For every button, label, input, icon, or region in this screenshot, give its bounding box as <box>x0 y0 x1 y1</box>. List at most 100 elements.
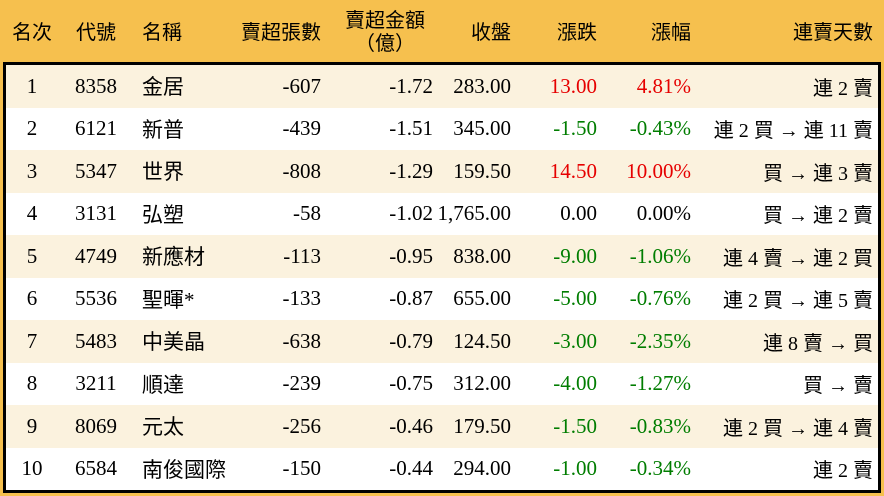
cell-close: 345.00 <box>453 116 511 141</box>
cell-close: 159.50 <box>453 158 511 183</box>
cell-days: 連 2 賣 <box>813 77 873 100</box>
cell-days: 買 → 連 2 賣 <box>763 205 873 228</box>
cell-pct: -1.27% <box>629 371 691 396</box>
cell-rank: 10 <box>21 456 43 481</box>
cell-name: 南俊國際 <box>142 457 226 482</box>
table-row: 2 6121 新普 -439 -1.51 345.00 -1.50 -0.43% 連 2 買 →… <box>6 108 878 151</box>
cell-code: 8069 <box>75 413 117 438</box>
cell-code: 6584 <box>75 456 117 481</box>
column-header-code: 代號 <box>76 21 116 44</box>
column-header-rank: 名次 <box>12 21 52 44</box>
cell-pct: -2.35% <box>629 328 691 353</box>
cell-amount: -1.72 <box>389 73 433 98</box>
cell-pct: -0.34% <box>629 456 691 481</box>
cell-rank: 9 <box>26 413 38 438</box>
cell-pct: 0.00% <box>636 201 691 226</box>
cell-change: -3.00 <box>553 328 597 353</box>
cell-amount: -1.29 <box>389 158 433 183</box>
cell-days: 連 2 買 → 連 5 賣 <box>723 290 873 313</box>
cell-amount: -1.02 <box>389 201 433 226</box>
cell-pct: 10.00% <box>626 158 691 183</box>
cell-pct: -0.76% <box>629 286 691 311</box>
cell-code: 6121 <box>75 116 117 141</box>
cell-close: 283.00 <box>453 73 511 98</box>
cell-rank: 4 <box>26 201 38 226</box>
cell-change: -1.50 <box>553 116 597 141</box>
table-row: 9 8069 元太 -256 -0.46 179.50 -1.50 -0.83% 連 2 買 →… <box>6 405 878 448</box>
cell-change: 0.00 <box>560 201 597 226</box>
column-header-amount: 賣超金額 （億） <box>330 0 442 62</box>
column-header-volume: 賣超張數 <box>241 21 321 44</box>
cell-code: 4749 <box>75 243 117 268</box>
cell-name: 中美晶 <box>142 330 205 355</box>
cell-volume: -439 <box>282 116 322 141</box>
cell-close: 838.00 <box>453 243 511 268</box>
cell-amount: -0.87 <box>389 286 433 311</box>
cell-amount: -0.44 <box>389 456 433 481</box>
table-row: 8 3211 順達 -239 -0.75 312.00 -4.00 -1.27% 買 → 賣 <box>6 363 878 406</box>
cell-change: 14.50 <box>549 158 597 183</box>
table-header: 名次 代號 名稱 賣超張數 賣超金額 （億） 收盤 漲跌 漲幅 連賣天數 <box>0 0 884 62</box>
cell-days: 連 2 賣 <box>813 460 873 483</box>
cell-code: 5536 <box>75 286 117 311</box>
cell-close: 294.00 <box>453 456 511 481</box>
cell-close: 655.00 <box>453 286 511 311</box>
cell-code: 5347 <box>75 158 117 183</box>
cell-rank: 2 <box>26 116 38 141</box>
cell-name: 聖暉* <box>142 287 195 312</box>
cell-volume: -239 <box>282 371 322 396</box>
cell-rank: 6 <box>26 286 38 311</box>
cell-change: 13.00 <box>549 73 597 98</box>
cell-name: 元太 <box>142 415 184 440</box>
cell-volume: -256 <box>282 413 322 438</box>
cell-change: -5.00 <box>553 286 597 311</box>
table-row: 3 5347 世界 -808 -1.29 159.50 14.50 10.00% 買 → 連 3… <box>6 150 878 193</box>
cell-pct: -1.06% <box>629 243 691 268</box>
column-header-change: 漲跌 <box>557 21 597 44</box>
cell-days: 連 2 買 → 連 4 賣 <box>723 417 873 440</box>
cell-volume: -133 <box>282 286 322 311</box>
cell-rank: 1 <box>26 73 38 98</box>
cell-days: 買 → 賣 <box>803 375 873 398</box>
column-header-pct: 漲幅 <box>651 21 691 44</box>
cell-code: 3131 <box>75 201 117 226</box>
cell-name: 新普 <box>142 117 184 142</box>
cell-days: 連 4 賣 → 連 2 買 <box>723 247 873 270</box>
cell-rank: 7 <box>26 328 38 353</box>
cell-name: 金居 <box>142 75 184 100</box>
cell-close: 179.50 <box>453 413 511 438</box>
cell-close: 1,765.00 <box>437 201 512 226</box>
column-header-line1: 賣超金額 <box>345 10 425 32</box>
table-row: 7 5483 中美晶 -638 -0.79 124.50 -3.00 -2.35% 連 8 賣 … <box>6 320 878 363</box>
table-row: 4 3131 弘塑 -58 -1.02 1,765.00 0.00 0.00% 買 → 連 2 … <box>6 193 878 236</box>
cell-amount: -0.95 <box>389 243 433 268</box>
cell-days: 連 8 賣 → 買 <box>763 332 873 355</box>
column-header-line2: （億） <box>355 33 415 55</box>
column-header-days: 連賣天數 <box>793 21 873 44</box>
cell-code: 3211 <box>75 371 117 396</box>
cell-code: 8358 <box>75 73 117 98</box>
cell-close: 124.50 <box>453 328 511 353</box>
cell-name: 弘塑 <box>142 202 184 227</box>
cell-pct: -0.43% <box>629 116 691 141</box>
column-header-close: 收盤 <box>471 21 511 44</box>
cell-rank: 3 <box>26 158 38 183</box>
cell-volume: -607 <box>282 73 322 98</box>
cell-rank: 5 <box>26 243 38 268</box>
cell-volume: -58 <box>293 201 321 226</box>
cell-code: 5483 <box>75 328 117 353</box>
table-body: 1 8358 金居 -607 -1.72 283.00 13.00 4.81% 連 2 賣 2 61… <box>3 62 881 493</box>
cell-pct: -0.83% <box>629 413 691 438</box>
table-row: 1 8358 金居 -607 -1.72 283.00 13.00 4.81% 連 2 賣 <box>6 65 878 108</box>
column-header-name: 名稱 <box>142 21 182 44</box>
cell-change: -4.00 <box>553 371 597 396</box>
cell-rank: 8 <box>26 371 38 396</box>
cell-volume: -638 <box>282 328 322 353</box>
table-row: 5 4749 新應材 -113 -0.95 838.00 -9.00 -1.06% 連 4 賣 … <box>6 235 878 278</box>
cell-close: 312.00 <box>453 371 511 396</box>
cell-change: -9.00 <box>553 243 597 268</box>
cell-name: 世界 <box>142 160 184 185</box>
cell-name: 新應材 <box>142 245 205 270</box>
cell-amount: -1.51 <box>389 116 433 141</box>
